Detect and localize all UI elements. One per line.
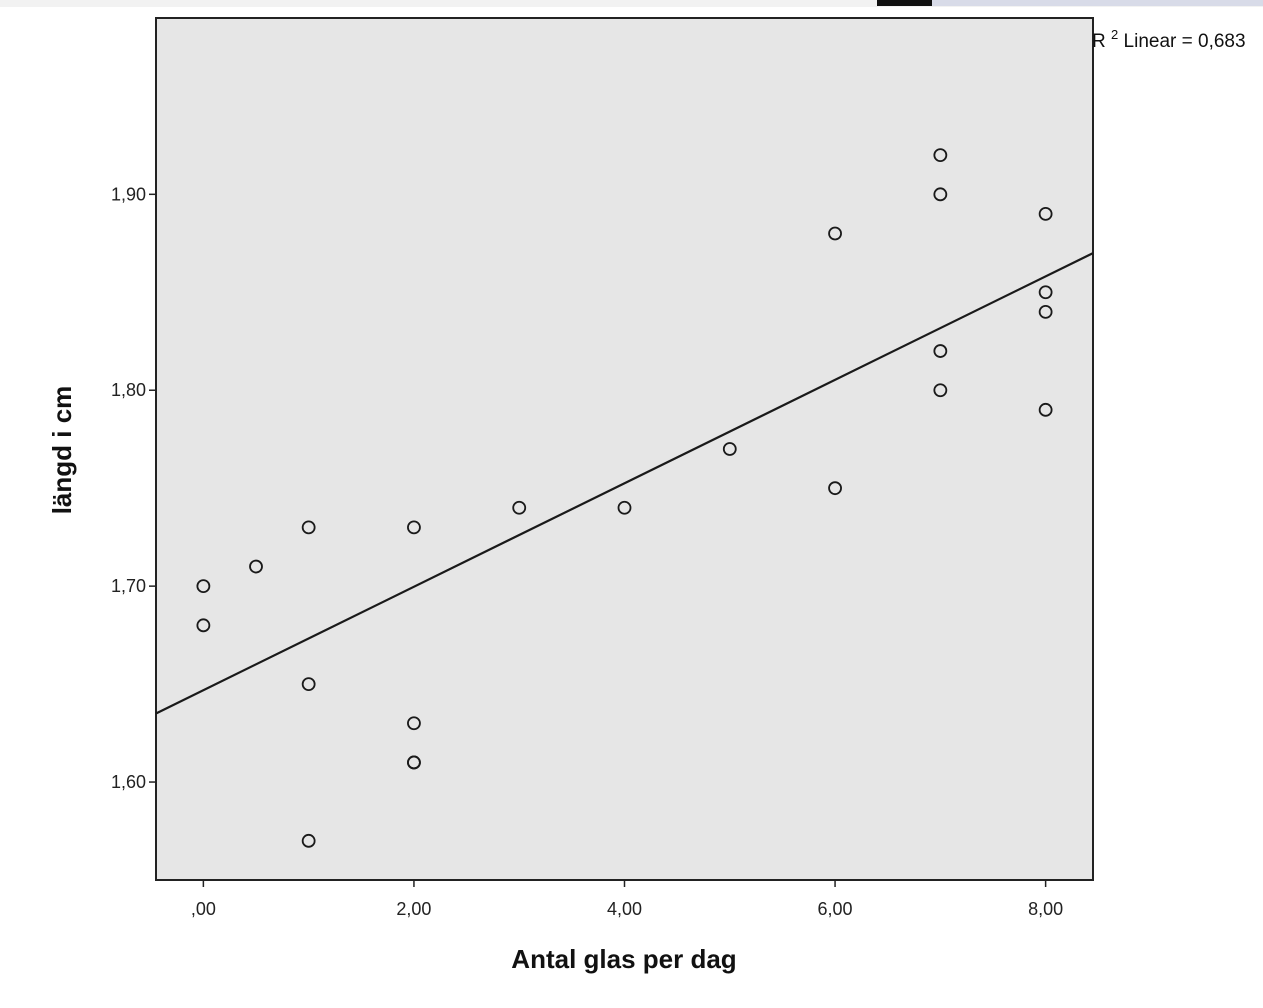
y-axis-ticks: 1,60 1,70 1,80 1,90 [111, 184, 156, 792]
data-point [828, 481, 842, 496]
y-tick-label: 1,60 [111, 772, 146, 792]
data-point [1038, 304, 1053, 319]
x-tick-label: 6,00 [818, 899, 853, 919]
x-tick-label: 4,00 [607, 899, 642, 919]
data-point [407, 755, 421, 770]
top-light-block [932, 0, 1263, 6]
data-point [933, 383, 948, 398]
x-tick-label: 8,00 [1028, 899, 1063, 919]
data-point [933, 344, 948, 358]
y-tick-label: 1,70 [111, 576, 146, 596]
top-strip [0, 0, 1263, 7]
data-point [1038, 402, 1053, 417]
x-axis-ticks: ,00 2,00 4,00 6,00 8,00 [191, 880, 1063, 919]
x-tick-label: 2,00 [396, 899, 431, 919]
data-point [301, 520, 316, 535]
data-point [828, 226, 842, 241]
data-point [249, 559, 263, 574]
data-point [1038, 207, 1053, 221]
y-tick-label: 1,80 [111, 380, 146, 400]
data-point [617, 500, 632, 515]
data-point [301, 833, 316, 848]
top-dark-block [877, 0, 932, 6]
x-tick-label: ,00 [191, 899, 216, 919]
data-point [407, 520, 421, 535]
r2-text: Linear = 0,683 [1124, 31, 1246, 52]
r2-superscript: 2 [1111, 27, 1118, 42]
data-point [407, 716, 421, 731]
data-point [196, 579, 211, 594]
y-tick-label: 1,90 [111, 184, 146, 204]
fit-line [155, 252, 1094, 715]
data-point [301, 677, 316, 691]
r2-annotation: R 2 Linear = 0,683 [1092, 23, 1246, 52]
r2-prefix: R [1092, 31, 1106, 52]
plot-area [155, 17, 1094, 881]
data-point [512, 500, 527, 515]
points-layer [196, 148, 1053, 848]
fit-line-layer [155, 252, 1094, 715]
data-point [933, 148, 948, 163]
data-point [722, 442, 737, 456]
x-axis-title: Antal glas per dag [511, 944, 736, 974]
data-point [196, 618, 211, 633]
data-point [933, 187, 948, 202]
y-axis-title: längd i cm [47, 386, 77, 515]
data-point [1038, 285, 1053, 300]
